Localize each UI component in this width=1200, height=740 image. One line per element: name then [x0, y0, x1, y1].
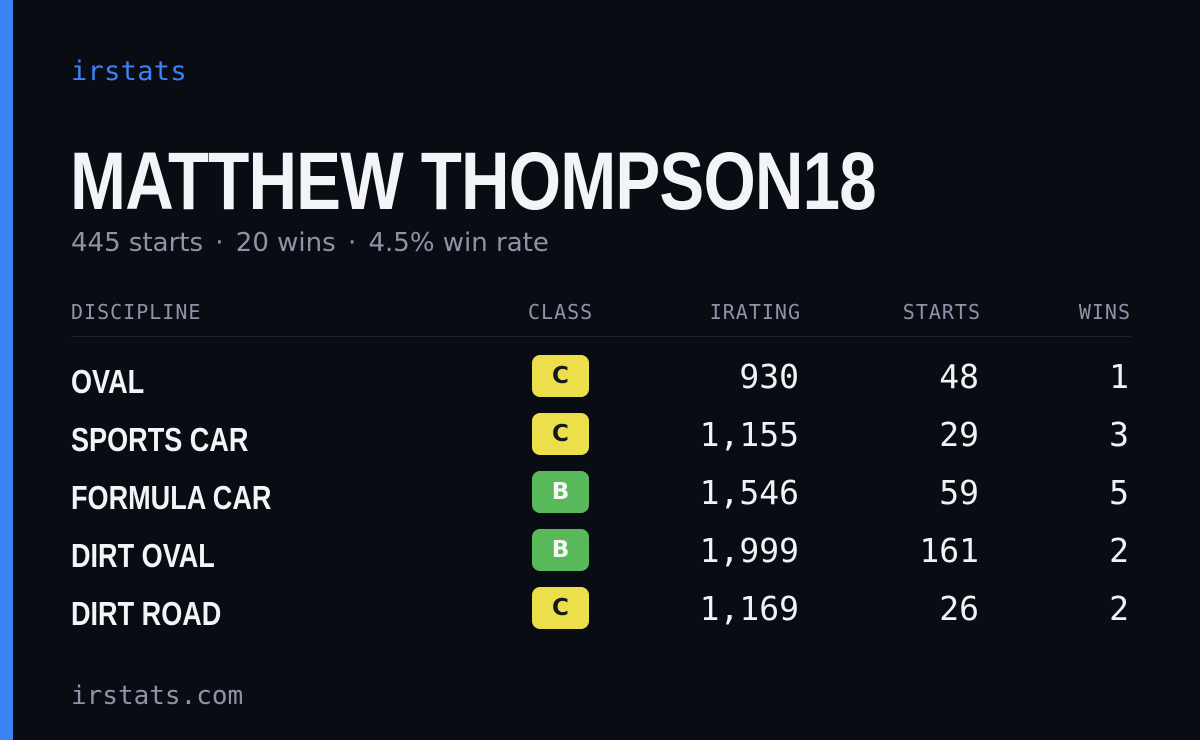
starts-value: 59: [939, 473, 979, 512]
class-badge: C: [532, 413, 589, 455]
class-badge: B: [532, 529, 589, 571]
starts-value: 161: [919, 531, 979, 570]
irating-value: 1,546: [699, 473, 799, 512]
starts-value: 29: [939, 415, 979, 454]
header-irating: IRATING: [709, 300, 801, 324]
brand-logo-text: irstats: [71, 56, 187, 87]
irating-value: 1,999: [699, 531, 799, 570]
class-badge: C: [532, 587, 589, 629]
wins-value: 1: [1109, 357, 1129, 396]
summary-separator: ·: [347, 228, 357, 258]
header-class: CLASS: [528, 300, 594, 324]
summary-wins: 20 wins: [235, 228, 336, 258]
driver-name: MATTHEW THOMPSON18: [70, 136, 877, 227]
discipline-name: DIRT OVAL: [71, 537, 215, 574]
discipline-name: DIRT ROAD: [71, 595, 222, 632]
summary-separator: ·: [215, 228, 224, 258]
class-badge: C: [532, 355, 589, 397]
table-row: DIRT ROAD C 1,169 26 2: [71, 585, 1131, 643]
accent-bar: [0, 0, 13, 740]
wins-value: 5: [1109, 473, 1129, 512]
discipline-name: FORMULA CAR: [71, 479, 272, 516]
table-row: SPORTS CAR C 1,155 29 3: [71, 411, 1131, 469]
header-starts: STARTS: [902, 300, 981, 324]
irating-value: 1,155: [699, 415, 799, 454]
starts-value: 26: [939, 589, 979, 628]
summary-starts: 445 starts: [71, 228, 203, 258]
irating-value: 930: [739, 357, 799, 396]
starts-value: 48: [939, 357, 979, 396]
class-badge: B: [532, 471, 589, 513]
table-row: OVAL C 930 48 1: [71, 353, 1131, 411]
table-row: FORMULA CAR B 1,546 59 5: [71, 469, 1131, 527]
discipline-name: OVAL: [71, 363, 145, 400]
irating-value: 1,169: [699, 589, 799, 628]
table-body: OVAL C 930 48 1 SPORTS CAR C 1,155 29 3 …: [71, 337, 1131, 643]
header-discipline: DISCIPLINE: [71, 300, 202, 324]
header-wins: WINS: [1078, 300, 1131, 324]
wins-value: 3: [1109, 415, 1129, 454]
wins-value: 2: [1109, 531, 1129, 570]
driver-summary: 445 starts · 20 wins · 4.5% win rate: [71, 228, 549, 258]
table-row: DIRT OVAL B 1,999 161 2: [71, 527, 1131, 585]
wins-value: 2: [1109, 589, 1129, 628]
discipline-table: DISCIPLINE CLASS IRATING STARTS WINS OVA…: [71, 296, 1131, 643]
summary-win-rate: 4.5% win rate: [368, 228, 549, 258]
footer-url: irstats.com: [71, 681, 244, 711]
table-header: DISCIPLINE CLASS IRATING STARTS WINS: [71, 296, 1131, 337]
discipline-name: SPORTS CAR: [71, 421, 249, 458]
